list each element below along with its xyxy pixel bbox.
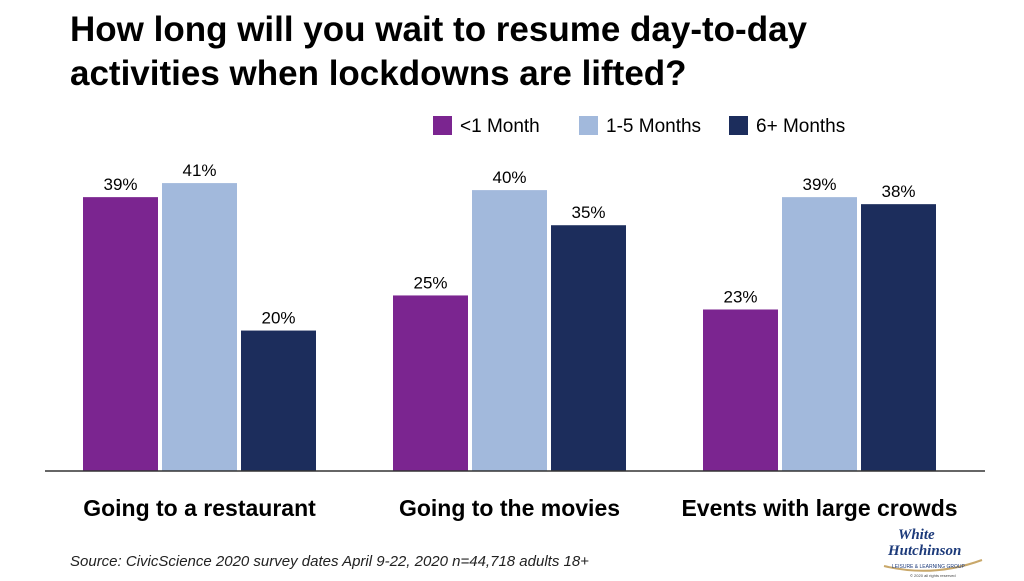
bar-1-0 (393, 295, 468, 471)
chart-title-line-1: How long will you wait to resume day-to-… (70, 10, 808, 49)
legend-label-1: 1-5 Months (606, 116, 701, 137)
logo-line-1: White (898, 527, 935, 543)
bar-0-0 (83, 197, 158, 471)
bar-1-2 (551, 225, 626, 471)
logo-tagline: LEISURE & LEARNING GROUP (892, 564, 965, 570)
value-label-2-0: 23% (723, 287, 757, 306)
value-label-1-0: 25% (413, 273, 447, 292)
bar-0-2 (241, 330, 316, 471)
legend-swatch-1 (579, 116, 598, 135)
value-label-1-2: 35% (571, 203, 605, 222)
chart-title-line-2: activities when lockdowns are lifted? (70, 54, 687, 93)
value-label-0-2: 20% (261, 309, 295, 328)
category-label-2: Events with large crowds (681, 495, 957, 521)
value-label-2-2: 38% (881, 182, 915, 201)
chart-legend: <1 Month 1-5 Months 6+ Months (433, 116, 845, 137)
category-label-0: Going to a restaurant (83, 495, 316, 521)
legend-swatch-2 (729, 116, 748, 135)
category-labels: Going to a restaurant Going to the movies… (83, 495, 957, 521)
value-label-1-1: 40% (492, 168, 526, 187)
chart-title: How long will you wait to resume day-to-… (70, 8, 970, 96)
value-label-0-0: 39% (103, 175, 137, 194)
value-label-0-1: 41% (182, 161, 216, 180)
bar-1-1 (472, 190, 547, 471)
legend-label-0: <1 Month (460, 116, 540, 137)
logo-line-2: Hutchinson (887, 543, 961, 559)
source-note: Source: CivicScience 2020 survey dates A… (70, 553, 589, 570)
bar-0-1 (162, 183, 237, 472)
logo: White Hutchinson LEISURE & LEARNING GROU… (883, 527, 983, 578)
bar-2-2 (861, 204, 936, 471)
bar-2-1 (782, 197, 857, 471)
bar-2-0 (703, 309, 778, 471)
legend-swatch-0 (433, 116, 452, 135)
value-label-2-1: 39% (802, 175, 836, 194)
legend-label-2: 6+ Months (756, 116, 845, 137)
bar-group (83, 183, 936, 472)
logo-copyright: © 2020 all rights reserved (910, 573, 956, 578)
category-label-1: Going to the movies (399, 495, 620, 521)
value-labels: 39% 25% 23% 41% 40% 39% 20% 35% 38% (103, 161, 915, 327)
